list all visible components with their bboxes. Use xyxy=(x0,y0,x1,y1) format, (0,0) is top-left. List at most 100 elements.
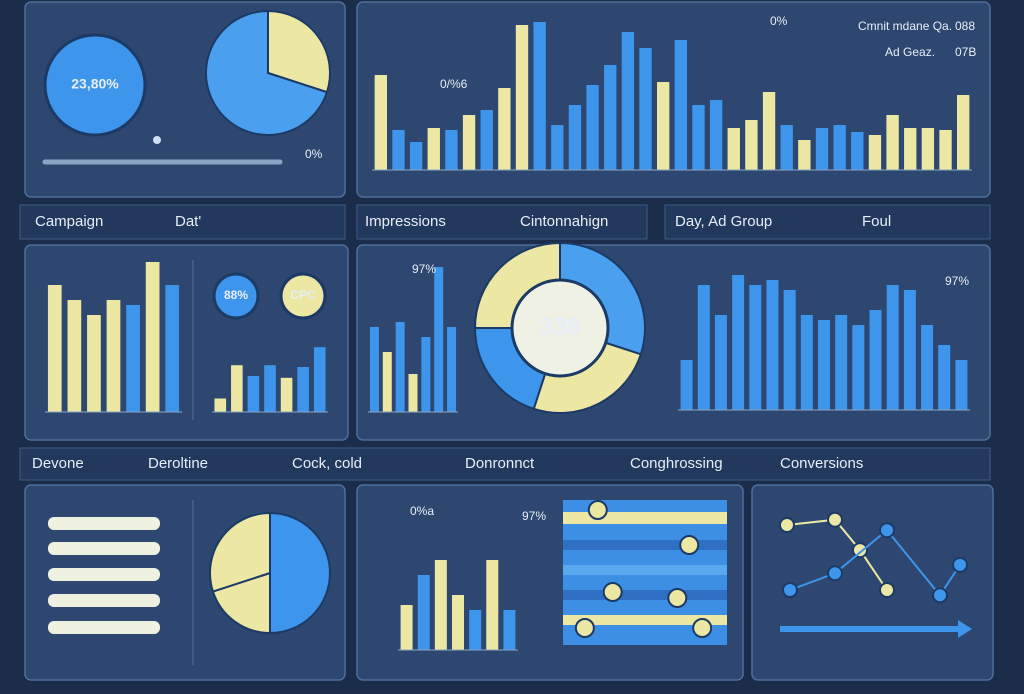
annotation: 97% xyxy=(945,274,969,288)
bar xyxy=(903,290,916,410)
point xyxy=(932,587,948,604)
bar xyxy=(921,128,935,170)
bar xyxy=(297,367,309,412)
bar xyxy=(674,40,687,170)
annotation: 0%a xyxy=(410,504,434,518)
pie-slice xyxy=(209,511,271,593)
bar xyxy=(780,125,793,170)
bar xyxy=(165,285,180,412)
bar xyxy=(749,285,762,410)
bar xyxy=(498,88,511,170)
bar xyxy=(395,322,405,412)
bar xyxy=(604,65,617,170)
point xyxy=(952,556,968,573)
bar xyxy=(709,100,723,170)
bar xyxy=(313,347,326,412)
bar xyxy=(462,115,476,170)
annotation: 97% xyxy=(522,509,546,523)
bar xyxy=(762,92,776,170)
bar xyxy=(106,300,121,412)
dot xyxy=(153,136,161,144)
bar xyxy=(798,140,811,170)
bar xyxy=(904,128,917,170)
bar xyxy=(469,610,482,650)
bar xyxy=(817,320,831,410)
bar xyxy=(869,310,882,410)
bar xyxy=(369,327,379,412)
point xyxy=(827,511,843,528)
bar xyxy=(568,105,582,170)
annotation: 0% xyxy=(305,147,323,161)
donut-label: 338 xyxy=(540,313,580,340)
bar xyxy=(427,128,440,170)
bar xyxy=(486,560,499,650)
arrow-head xyxy=(958,620,972,638)
line xyxy=(786,518,888,591)
donut-hole xyxy=(510,278,610,378)
bar xyxy=(264,365,276,412)
header-label: Deroltine xyxy=(148,455,208,472)
bar xyxy=(639,48,652,170)
bar xyxy=(47,285,62,412)
header-label: Dat' xyxy=(175,213,201,230)
bar xyxy=(745,120,758,170)
bar xyxy=(280,377,293,412)
bar xyxy=(697,285,710,410)
bar xyxy=(621,32,635,170)
header-label: Donronnct xyxy=(465,455,535,472)
bar xyxy=(374,75,387,170)
header-label: Foul xyxy=(862,213,891,230)
bar xyxy=(714,315,727,410)
annotation: 97% xyxy=(412,262,436,276)
bar xyxy=(939,130,952,170)
bar xyxy=(480,110,493,170)
bar xyxy=(586,85,599,170)
bar xyxy=(815,128,829,170)
point xyxy=(879,582,895,599)
header-label: Cock, cold xyxy=(292,455,362,472)
point xyxy=(679,535,700,555)
annotation: 0% xyxy=(770,14,788,28)
bar xyxy=(434,560,447,650)
point xyxy=(852,542,868,559)
header-label: Day, Ad Group xyxy=(675,213,772,230)
header-strip xyxy=(19,204,346,240)
bar xyxy=(680,360,693,410)
point xyxy=(879,522,895,539)
bar xyxy=(955,360,968,410)
annotation: 07B xyxy=(955,45,976,59)
bar xyxy=(886,285,899,410)
bar xyxy=(247,376,260,412)
bar xyxy=(957,95,970,170)
bar xyxy=(515,25,529,170)
header-label: Devone xyxy=(32,455,84,472)
pie-slice xyxy=(211,571,271,635)
kpi-label: CPC xyxy=(290,288,316,302)
annotation: Ad Geaz. xyxy=(885,45,935,59)
bar xyxy=(551,125,564,170)
bar xyxy=(417,575,430,650)
bar xyxy=(409,142,423,170)
pie-slice xyxy=(269,511,331,635)
header-strip xyxy=(356,204,648,240)
header-strip xyxy=(19,447,991,481)
point xyxy=(587,500,608,520)
bar xyxy=(231,365,243,412)
bar xyxy=(503,610,516,650)
kpi-label: 88% xyxy=(224,288,248,302)
bar xyxy=(727,128,740,170)
bar xyxy=(87,315,101,412)
bar xyxy=(921,325,934,410)
bar xyxy=(800,315,813,410)
kpi-circle xyxy=(279,272,327,320)
bar xyxy=(783,290,796,410)
point xyxy=(692,618,713,638)
header-label: Impressions xyxy=(365,213,446,230)
header-label: Cintonnahign xyxy=(520,213,608,230)
bar xyxy=(835,315,848,410)
point xyxy=(574,618,595,638)
bar xyxy=(452,595,464,650)
pie-slice xyxy=(205,9,329,136)
bar xyxy=(732,275,745,410)
bar xyxy=(868,135,882,170)
